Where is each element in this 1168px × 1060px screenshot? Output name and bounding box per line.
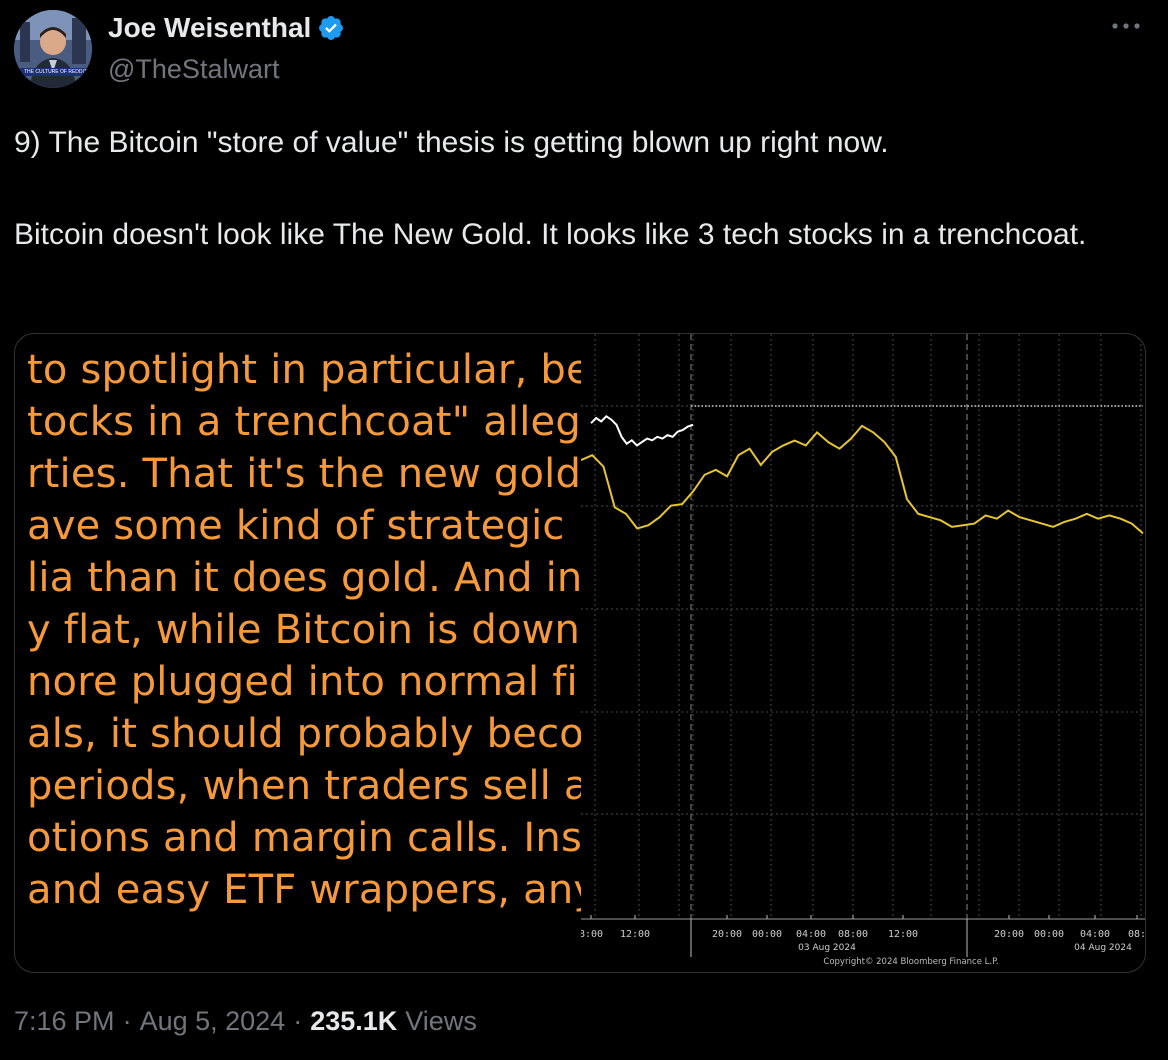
x-tick-label: 12:00	[888, 929, 918, 940]
excerpt-line: periods, when traders sell a	[27, 763, 581, 809]
tweet-meta: 7:16 PM · Aug 5, 2024 · 235.1K Views	[14, 1006, 477, 1037]
bloomberg-chart: 8:00 12:00 20:00 00:00 04:00 08:00 12:00 20:00 0…	[579, 334, 1145, 967]
excerpt-line: als, it should probably becor	[27, 711, 581, 757]
excerpt-line: otions and margin calls. Inst	[27, 815, 581, 861]
avatar[interactable]: THE CULTURE OF REDDIT	[14, 10, 92, 88]
excerpt-line: ave some kind of strategic B	[27, 503, 581, 549]
more-options-icon[interactable]	[1110, 18, 1142, 34]
tweet-time[interactable]: 7:16 PM	[14, 1006, 115, 1036]
chart-copyright: Copyright© 2024 Bloomberg Finance L.P.	[823, 957, 998, 967]
views-count: 235.1K	[310, 1006, 398, 1036]
x-tick-label: 20:00	[712, 929, 742, 940]
meta-separator: ·	[293, 1006, 303, 1036]
x-tick-label: 00:00	[752, 929, 782, 940]
series-line-yellow	[580, 424, 1144, 535]
excerpt-line: and easy ETF wrappers, any	[27, 867, 581, 913]
tweet-date[interactable]: Aug 5, 2024	[139, 1006, 286, 1036]
x-tick-label: 04:00	[1080, 929, 1110, 940]
x-tick-label: 8:00	[581, 929, 603, 940]
x-tick-label: 08:00	[838, 929, 868, 940]
verified-badge-icon	[319, 16, 344, 40]
excerpt-line: rties. That it's the new gold	[27, 451, 581, 497]
series-line-white	[590, 414, 694, 447]
x-tick-label: 00:00	[1034, 929, 1064, 940]
avatar-image	[14, 10, 92, 88]
x-tick-label: 12:00	[620, 929, 650, 940]
avatar-caption: THE CULTURE OF REDDIT	[24, 69, 87, 75]
x-tick-label: 04:00	[796, 929, 826, 940]
excerpt-line: y flat, while Bitcoin is down	[27, 607, 581, 653]
article-excerpt-image: to spotlight in particular, be tocks in …	[15, 334, 581, 972]
tweet-media[interactable]: to spotlight in particular, be tocks in …	[14, 333, 1146, 973]
views-label: Views	[405, 1006, 477, 1036]
tweet-paragraph-2: Bitcoin doesn't look like The New Gold. …	[14, 218, 1087, 251]
author-name-row[interactable]: Joe Weisenthal	[108, 12, 345, 44]
author-handle[interactable]: @TheStalwart	[108, 54, 280, 84]
tweet-paragraph-1: 9) The Bitcoin "store of value" thesis i…	[14, 126, 889, 159]
excerpt-line: lia than it does gold. And in	[27, 555, 581, 601]
meta-separator: ·	[122, 1006, 132, 1036]
tweet-text: 9) The Bitcoin "store of value" thesis i…	[14, 120, 1134, 258]
excerpt-line: nore plugged into normal fir	[27, 659, 581, 705]
chart-panel: 8:00 12:00 20:00 00:00 04:00 08:00 12:00 20:00 0…	[579, 334, 1145, 972]
x-tick-label: 08:	[1128, 929, 1145, 940]
excerpt-line: tocks in a trenchcoat" allega	[27, 399, 581, 445]
excerpt-line: to spotlight in particular, be	[27, 347, 581, 393]
x-tick-label: 20:00	[994, 929, 1024, 940]
date-label: 04 Aug 2024	[1074, 943, 1132, 953]
author-name[interactable]: Joe Weisenthal	[108, 12, 312, 43]
date-label: 03 Aug 2024	[798, 943, 856, 953]
